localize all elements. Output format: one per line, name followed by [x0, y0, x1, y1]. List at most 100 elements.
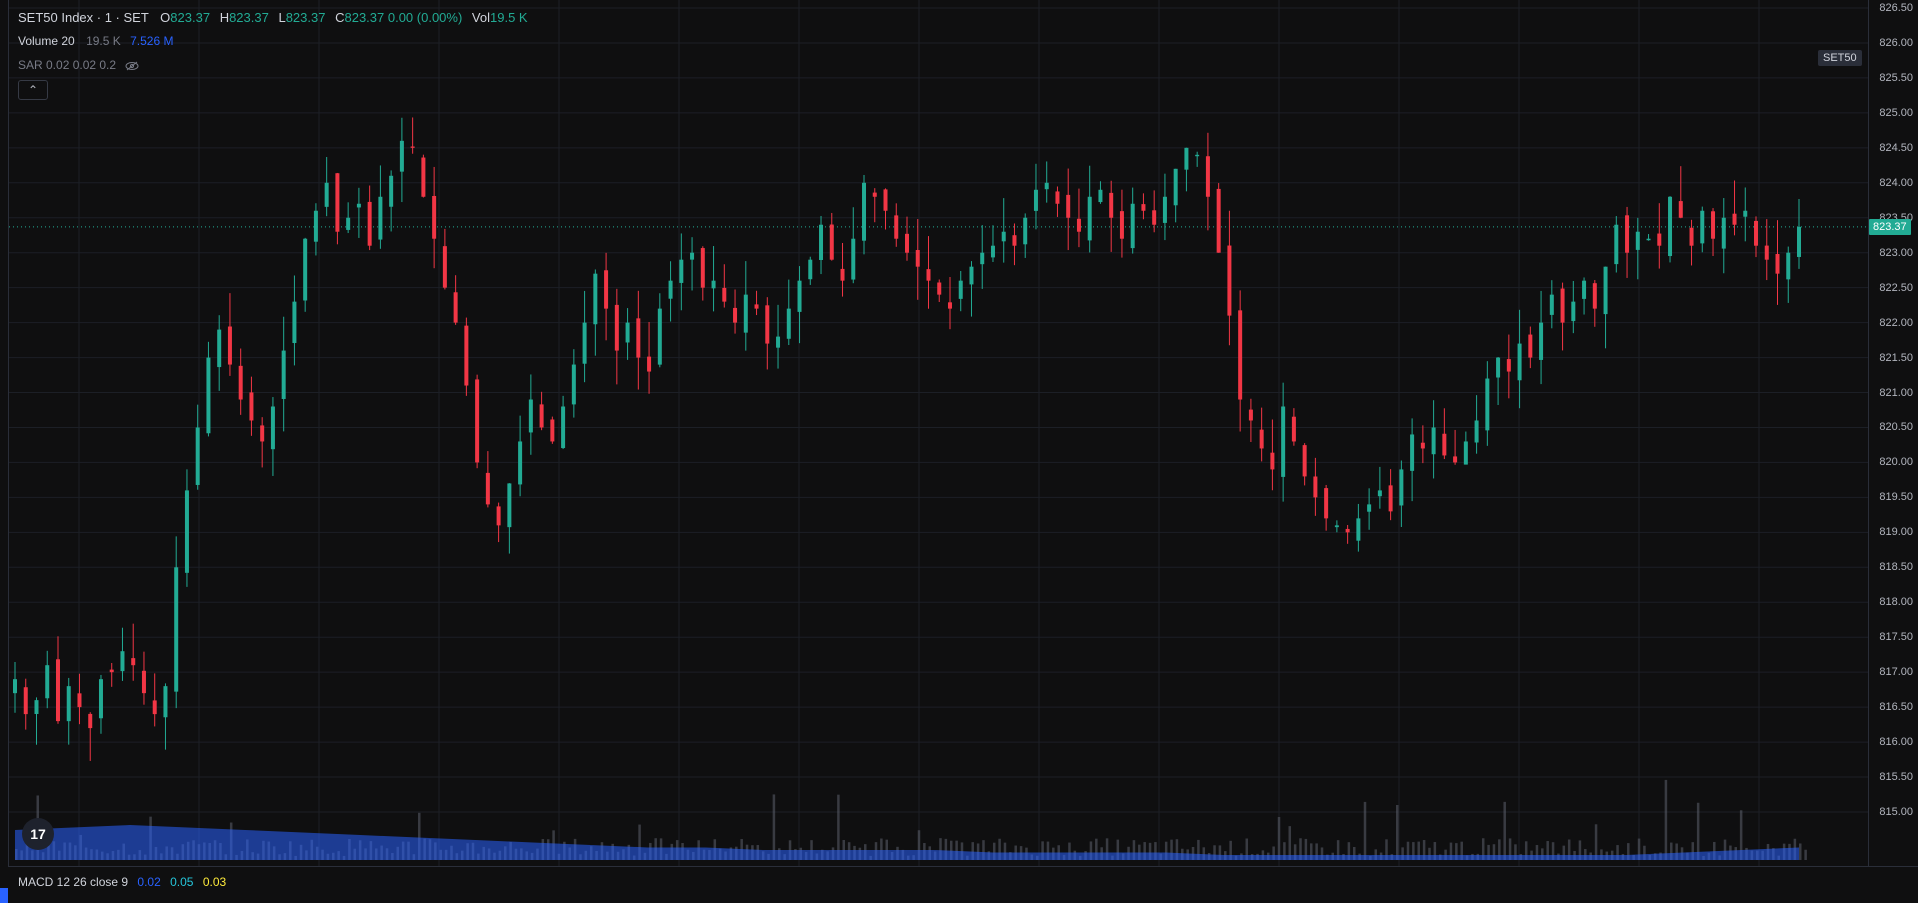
candle-body: [1732, 213, 1737, 225]
chart-pane[interactable]: [8, 0, 1869, 866]
candlestick-chart[interactable]: [9, 0, 1869, 866]
volume-bar: [1541, 848, 1544, 860]
volume-bar: [1487, 844, 1490, 860]
sar-legend[interactable]: SAR 0.02 0.02 0.2: [18, 58, 139, 72]
candle-body: [1302, 445, 1307, 477]
tradingview-logo-icon[interactable]: 17: [22, 818, 54, 850]
candle-body: [367, 201, 372, 246]
candle-body: [227, 326, 232, 365]
candle-body: [335, 173, 340, 232]
candle-body: [1130, 203, 1135, 249]
volume-bar: [982, 840, 985, 860]
volume-legend[interactable]: Volume 20 19.5 K 7.526 M: [18, 34, 173, 48]
candle-body: [1066, 194, 1071, 218]
candle-body: [1205, 156, 1210, 197]
volume-bar: [1229, 840, 1232, 860]
volume-bar: [1584, 849, 1587, 860]
candle-body: [1474, 420, 1479, 443]
volume-bar: [992, 842, 996, 860]
macd-signal-value: 0.05: [170, 875, 194, 889]
volume-bar: [1315, 843, 1318, 860]
candle-body: [657, 308, 662, 365]
candle-body: [281, 350, 286, 399]
pane-resize-handle[interactable]: [0, 888, 8, 903]
symbol-title[interactable]: SET50 Index · 1 · SET: [18, 10, 149, 25]
volume-bar: [1304, 838, 1308, 860]
candle-body: [1485, 378, 1490, 431]
candle-body: [1334, 525, 1339, 528]
eye-off-icon[interactable]: [125, 61, 139, 71]
price-tick-label: 816.50: [1879, 701, 1913, 714]
open-value: 823.37: [170, 10, 211, 25]
candle-body: [1668, 196, 1673, 257]
last-price-badge: 823.37: [1869, 218, 1911, 235]
volume-bar: [1498, 839, 1501, 860]
candle-body: [442, 246, 447, 288]
close-label: C: [335, 10, 345, 25]
volume-bar: [1406, 841, 1410, 860]
candle-body: [238, 365, 243, 400]
price-tick-label: 822.50: [1879, 281, 1913, 294]
volume-bar: [1594, 824, 1598, 860]
candle-body: [217, 329, 222, 368]
candle-body: [1614, 224, 1619, 265]
candle-body: [593, 273, 598, 325]
candle-body: [131, 658, 136, 666]
candle-body: [1560, 288, 1565, 323]
candle-body: [475, 379, 480, 463]
price-scale[interactable]: 826.50 826.00 825.50 825.00 824.50 824.00 823.…: [1868, 0, 1918, 866]
volume-bar: [1041, 841, 1044, 860]
volume-bar: [1739, 810, 1743, 860]
collapse-legend-button[interactable]: ⌃: [18, 80, 48, 100]
candle-body: [356, 203, 361, 208]
candle-body: [990, 245, 995, 258]
candle-body: [754, 304, 759, 309]
candle-body: [679, 259, 684, 283]
volume-bar: [1288, 826, 1292, 860]
volume-bar: [1148, 842, 1152, 860]
macd-legend[interactable]: MACD 12 26 close 9 0.02 0.05 0.03: [18, 875, 226, 889]
candle-body: [518, 441, 523, 485]
candle-body: [485, 472, 490, 505]
candle-body: [1087, 196, 1092, 241]
volume-bar: [837, 794, 840, 860]
candle-body: [1195, 154, 1200, 157]
candle-body: [1786, 252, 1791, 280]
candle-body: [1033, 189, 1038, 211]
volume-bar: [1627, 843, 1630, 860]
volume-bar: [418, 812, 421, 860]
candle-body: [496, 506, 501, 526]
candle-body: [1141, 204, 1146, 211]
price-tick-label: 817.50: [1879, 631, 1913, 644]
candle-body: [66, 686, 71, 722]
volume-bar: [976, 843, 980, 860]
candle-body: [1549, 294, 1554, 315]
candle-body: [894, 215, 899, 239]
volume-bar: [772, 794, 776, 860]
volume-bar: [1202, 847, 1206, 860]
candle-body: [604, 270, 609, 309]
volume-bar: [1460, 841, 1463, 860]
volume-bar: [1600, 849, 1603, 860]
candle-body: [614, 304, 619, 351]
volume-bar: [1116, 839, 1120, 860]
macd-pane[interactable]: MACD 12 26 close 9 0.02 0.05 0.03: [8, 866, 1918, 903]
candle-body: [1055, 191, 1060, 204]
volume-bar: [1696, 802, 1700, 860]
candle-body: [1592, 283, 1597, 309]
candle-body: [1044, 182, 1049, 190]
price-tick-label: 826.00: [1879, 36, 1913, 49]
candle-body: [1238, 310, 1243, 400]
price-tick-label: 815.50: [1879, 771, 1913, 784]
candle-body: [786, 308, 791, 339]
candle-body: [378, 196, 383, 240]
candle-body: [421, 157, 426, 197]
volume-bar: [1293, 844, 1297, 860]
volume-bar: [1353, 847, 1356, 860]
volume-bar: [1455, 843, 1458, 860]
candle-body: [260, 425, 265, 442]
volume-ma-value: 7.526 M: [130, 34, 174, 48]
candle-body: [1248, 409, 1253, 421]
close-value: 823.37 0.00 (0.00%): [344, 10, 463, 25]
price-tick-label: 818.50: [1879, 561, 1913, 574]
